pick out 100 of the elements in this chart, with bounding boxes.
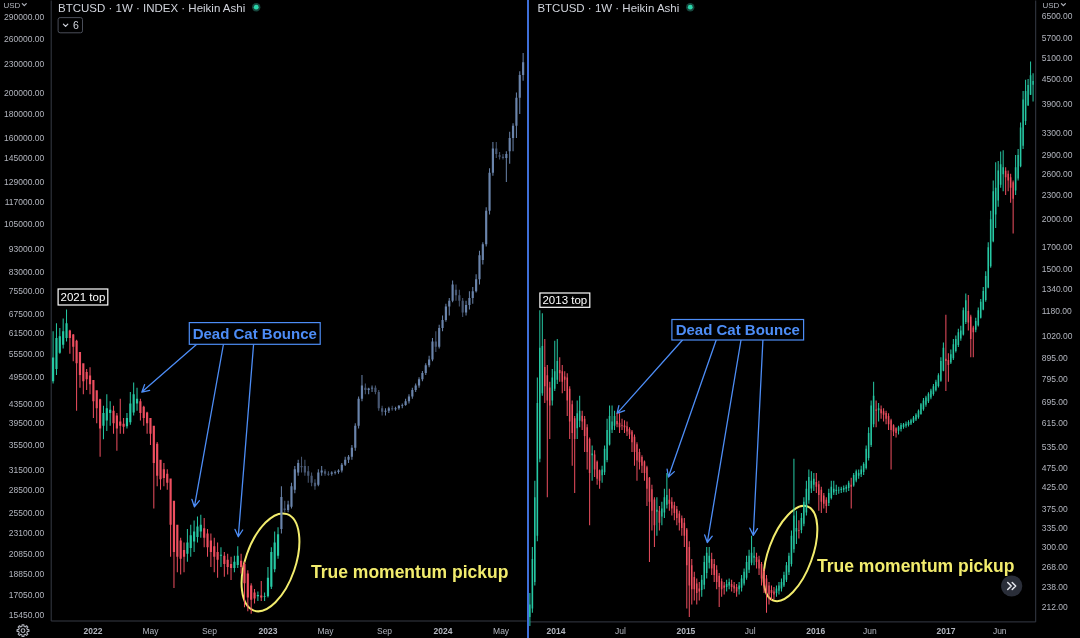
x-tick-label: 2024: [433, 625, 453, 636]
y-tick-label: 3300.00: [1041, 127, 1073, 138]
y-tick-label: 20850.00: [8, 548, 45, 559]
x-tick-label: 2022: [83, 625, 103, 636]
x-tick-label: Jun: [992, 626, 1007, 637]
y-tick-label: 15450.00: [8, 609, 45, 620]
chart-title: BTCUSD · 1W · INDEX · Heikin Ashi: [58, 1, 246, 14]
candlestick: [668, 488, 671, 511]
candlestick: [330, 471, 333, 476]
candlestick: [656, 497, 658, 536]
candlestick: [451, 280, 454, 303]
candlestick: [875, 400, 877, 428]
y-tick-label: 2000.00: [1041, 214, 1073, 225]
y-tick-label: 6500.00: [1041, 10, 1073, 21]
candlestick: [323, 469, 327, 476]
candlestick: [623, 420, 626, 434]
candlestick: [434, 331, 437, 353]
y-tick-label: 129000.00: [4, 177, 45, 188]
y-tick-label: 695.00: [1041, 397, 1068, 408]
y-tick-label: 67500.00: [8, 309, 45, 320]
y-tick-label: 28500.00: [8, 484, 45, 495]
y-tick-label: 2600.00: [1041, 169, 1073, 180]
candlestick: [825, 497, 828, 514]
y-tick-label: 1020.00: [1041, 330, 1073, 341]
x-tick-label: Jun: [863, 626, 877, 637]
candlestick: [233, 555, 236, 573]
y-tick-label: 300.00: [1041, 542, 1068, 553]
candlestick: [915, 413, 917, 421]
y-tick-label: 335.00: [1041, 523, 1068, 534]
candlestick: [122, 418, 125, 434]
y-tick-label: 93000.00: [8, 243, 45, 254]
y-tick-label: 230000.00: [4, 59, 45, 70]
y-tick-label: 5700.00: [1041, 33, 1073, 44]
candlestick: [317, 469, 320, 487]
candlestick: [182, 542, 186, 573]
candlestick: [778, 581, 780, 595]
candlestick: [377, 389, 380, 411]
y-tick-label: 17050.00: [8, 589, 45, 600]
candlestick: [501, 153, 505, 160]
candlestick: [75, 339, 78, 411]
y-tick-label: 1500.00: [1041, 264, 1073, 275]
y-tick-label: 895.00: [1041, 353, 1068, 364]
candlestick: [845, 484, 848, 493]
candlestick: [162, 462, 165, 487]
candlestick: [384, 408, 387, 416]
candlestick: [407, 394, 411, 404]
annotation: Dead Cat Bounce: [675, 321, 800, 339]
candlestick: [498, 151, 501, 160]
y-tick-label: 25500.00: [8, 507, 45, 518]
x-tick-label: 2017: [936, 626, 956, 637]
candlestick: [273, 531, 276, 573]
candlestick: [350, 444, 353, 460]
candlestick: [364, 383, 367, 395]
candlestick: [1002, 150, 1004, 192]
candlestick: [576, 400, 578, 440]
y-tick-label: 31500.00: [8, 464, 45, 475]
y-axis-title: USD: [1042, 0, 1060, 10]
annotation: 6: [73, 18, 80, 31]
x-tick-label: Sep: [201, 625, 218, 636]
candlestick: [139, 398, 142, 421]
candlestick: [354, 423, 357, 451]
y-tick-label: 475.00: [1041, 462, 1068, 473]
y-tick-label: 160000.00: [4, 133, 45, 144]
candlestick: [930, 388, 932, 400]
x-tick-label: Sep: [376, 625, 393, 636]
candlestick: [209, 533, 212, 568]
annotation: True momentum pickup: [817, 555, 1015, 576]
candlestick: [461, 297, 464, 317]
candlestick: [847, 480, 850, 491]
y-tick-label: 39500.00: [8, 418, 45, 429]
candlestick: [900, 422, 902, 432]
y-tick-label: 43500.00: [8, 398, 45, 409]
candlestick: [340, 462, 343, 473]
candlestick: [186, 529, 189, 562]
candlestick: [471, 287, 474, 304]
y-tick-label: 23100.00: [8, 527, 45, 538]
y-tick-label: 4500.00: [1041, 74, 1073, 85]
y-tick-label: 535.00: [1041, 442, 1068, 453]
x-tick-label: May: [317, 625, 335, 636]
candlestick: [518, 71, 521, 115]
candlestick: [129, 392, 132, 425]
x-tick-label: 2016: [806, 626, 826, 637]
candlestick: [910, 418, 912, 425]
candlestick: [394, 406, 397, 411]
candlestick: [698, 581, 701, 601]
annotation: True momentum pickup: [311, 562, 509, 583]
candlestick: [85, 369, 88, 390]
candlestick: [72, 333, 75, 362]
candlestick: [229, 556, 233, 580]
candlestick: [458, 289, 461, 307]
candlestick: [404, 398, 407, 406]
y-tick-label: 83000.00: [8, 267, 45, 278]
candlestick: [219, 547, 223, 568]
candlestick: [283, 500, 286, 513]
y-tick-label: 200000.00: [4, 87, 45, 98]
y-tick-label: 1700.00: [1041, 242, 1073, 253]
candlestick: [381, 405, 384, 416]
candlestick: [223, 551, 226, 577]
x-tick-label: Jul: [744, 626, 756, 637]
candlestick: [591, 445, 593, 481]
